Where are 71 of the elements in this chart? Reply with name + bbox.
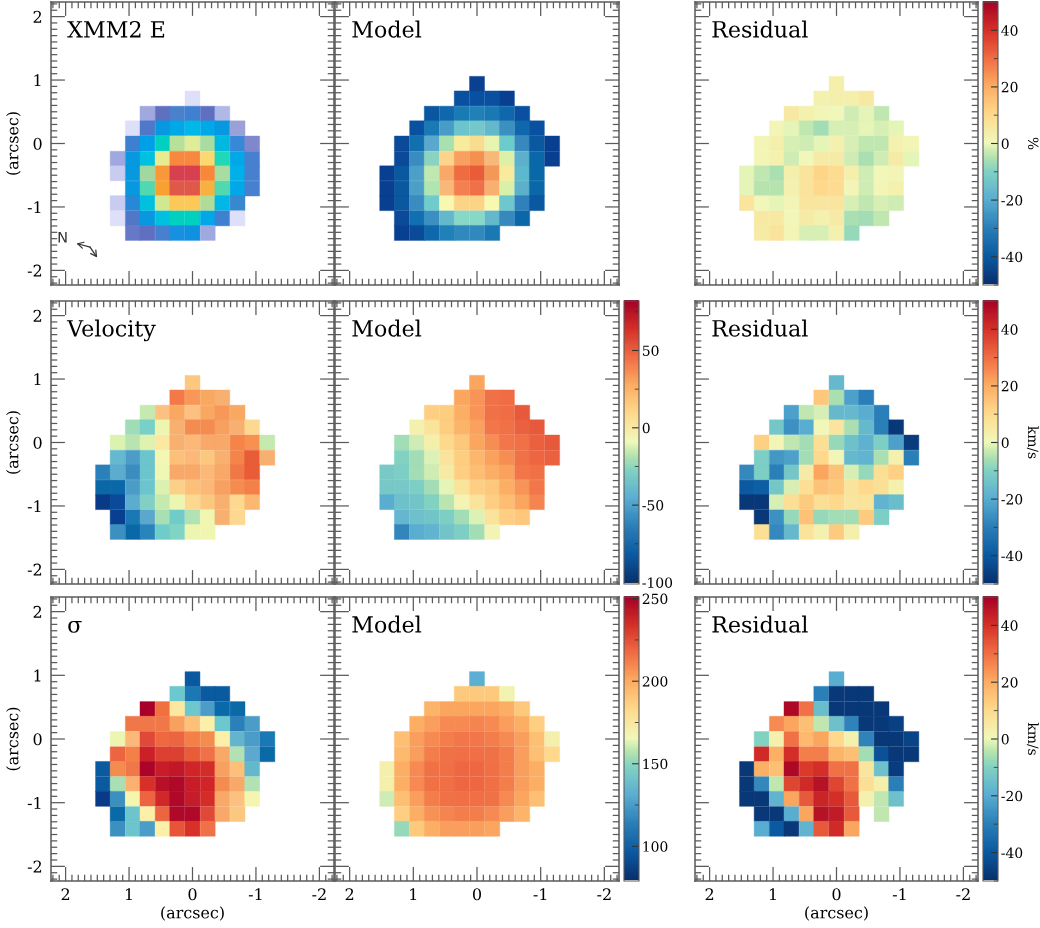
y-tick-label: 0 (33, 733, 42, 746)
color-bar-label: -20 (1001, 195, 1023, 206)
y-tick-label: 0 (33, 137, 42, 150)
y-tick-label: 2 (33, 10, 42, 23)
color-bar-label: -40 (1001, 847, 1023, 859)
y-tick-label: 1 (34, 74, 41, 87)
x-tick-label: -2 (312, 888, 326, 901)
y-tick-label: -2 (27, 264, 42, 277)
color-bar-label: 20 (1001, 677, 1018, 688)
color-bar-label: 40 (1001, 620, 1018, 631)
y-tick-label: -1 (27, 500, 41, 513)
color-bar-label: 20 (1001, 81, 1018, 93)
y-axis-title: (arcsec) (6, 112, 21, 175)
color-bar-title: km/s (1026, 426, 1039, 459)
y-tick-label: -1 (27, 796, 41, 809)
color-bar-label: 0 (1001, 138, 1009, 149)
y-axis-title: (arcsec) (6, 411, 21, 474)
y-tick-label: 2 (33, 605, 42, 618)
x-tick-label: -1 (248, 888, 262, 901)
x-tick-label: 0 (472, 888, 482, 901)
x-tick-label: -2 (597, 888, 611, 901)
color-bar-label: 150 (643, 758, 668, 770)
color-bar-label: 0 (1001, 733, 1009, 745)
color-bar-label: 200 (642, 676, 668, 687)
color-bar-label: 40 (1001, 25, 1018, 36)
color-bar-title: % (1027, 137, 1039, 150)
y-tick-label: 1 (34, 669, 41, 682)
color-bar-label: 0 (642, 422, 650, 434)
text: Model (352, 20, 422, 38)
y-tick-label: 0 (33, 436, 42, 449)
annotation: N (58, 231, 67, 243)
x-tick-label: -1 (533, 888, 547, 901)
y-tick-label: 2 (33, 309, 42, 322)
x-axis-title: (arcsec) (805, 906, 868, 921)
x-tick-label: -2 (956, 888, 970, 901)
y-tick-label: -1 (27, 201, 41, 214)
y-tick-label: -2 (27, 860, 42, 873)
color-bar-label: -20 (1001, 494, 1023, 505)
color-bar-title: km/s (1026, 722, 1039, 755)
text: Residual (712, 615, 808, 633)
x-tick-label: 0 (832, 888, 841, 901)
color-bar-label: 40 (1001, 324, 1018, 335)
text: Residual (712, 319, 808, 337)
text: Velocity (66, 319, 156, 342)
text: XMM2 E (67, 20, 165, 38)
color-bar-label: -40 (1001, 251, 1023, 263)
color-bar-label: 0 (1001, 437, 1009, 448)
color-bar-label: -20 (1001, 790, 1023, 802)
x-tick-label: 1 (410, 888, 417, 901)
y-axis-title: (arcsec) (6, 707, 21, 771)
x-axis-title: (arcsec) (161, 906, 224, 921)
color-bar-label: -40 (1001, 550, 1023, 562)
x-tick-label: 1 (769, 888, 776, 901)
color-bar-label: 50 (642, 345, 659, 356)
text: Residual (712, 20, 808, 38)
color-bar-label: 250 (642, 593, 668, 605)
x-tick-label: -1 (892, 888, 906, 901)
x-tick-label: 0 (188, 888, 197, 901)
x-tick-label: 2 (61, 888, 70, 901)
color-bar-label: -100 (642, 577, 673, 588)
text: Model (352, 319, 422, 337)
x-tick-label: 2 (345, 888, 354, 901)
y-tick-label: -2 (27, 563, 42, 576)
color-bar-label: 100 (643, 841, 668, 852)
color-bar-label: -50 (642, 500, 664, 511)
x-tick-label: 2 (705, 888, 714, 901)
y-tick-label: 1 (34, 373, 41, 386)
color-bar-label: 20 (1001, 380, 1018, 392)
x-tick-label: 1 (125, 888, 132, 901)
text: Model (352, 615, 422, 633)
text: σ (68, 620, 82, 633)
